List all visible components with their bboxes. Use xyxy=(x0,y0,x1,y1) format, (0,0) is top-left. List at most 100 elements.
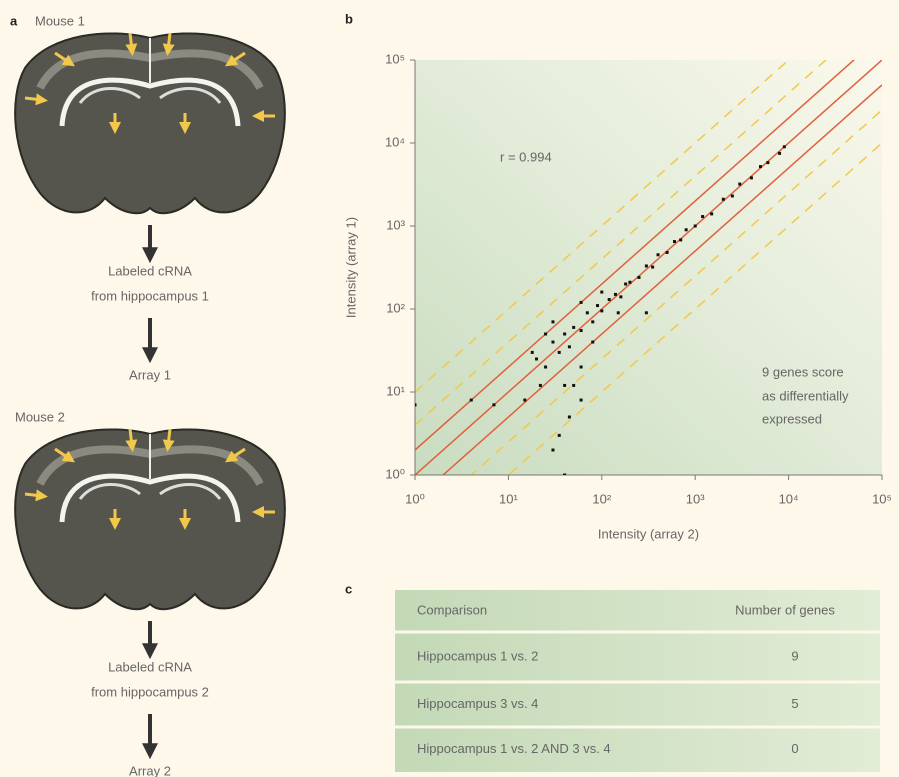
brain-section xyxy=(15,33,285,213)
y-tick-label: 10² xyxy=(386,300,405,315)
figure: a b c Mouse 1 Labeled cRNA from hippocampu… xyxy=(0,0,899,777)
point xyxy=(619,295,622,298)
point xyxy=(685,228,688,231)
point xyxy=(617,311,620,314)
point xyxy=(679,238,682,241)
panel-label: b xyxy=(345,11,353,26)
panel-label: c xyxy=(345,581,352,596)
cell: 0 xyxy=(791,741,798,756)
header-cell: Number of genes xyxy=(735,602,835,617)
point xyxy=(651,266,654,269)
point xyxy=(783,145,786,148)
arrow xyxy=(168,429,170,446)
point xyxy=(722,198,725,201)
point xyxy=(657,253,660,256)
arrow xyxy=(25,494,42,496)
cell: Hippocampus 3 vs. 4 xyxy=(417,696,538,711)
x-tick-label: 10⁵ xyxy=(872,491,892,506)
point xyxy=(608,298,611,301)
product-label: Labeled cRNA xyxy=(108,659,192,674)
point xyxy=(586,311,589,314)
y-tick-label: 10³ xyxy=(386,217,405,232)
array-label: Array 2 xyxy=(129,763,171,777)
y-tick-label: 10⁰ xyxy=(385,466,405,481)
arrow xyxy=(168,33,170,50)
point xyxy=(551,320,554,323)
cell: 5 xyxy=(791,696,798,711)
point xyxy=(750,176,753,179)
point xyxy=(778,152,781,155)
x-tick-label: 10³ xyxy=(686,491,705,506)
point xyxy=(580,301,583,304)
point xyxy=(580,366,583,369)
point xyxy=(600,309,603,312)
point xyxy=(572,384,575,387)
point xyxy=(535,357,538,360)
annotation: expressed xyxy=(762,411,822,426)
point xyxy=(759,165,762,168)
x-tick-label: 10¹ xyxy=(499,491,518,506)
point xyxy=(551,449,554,452)
point xyxy=(568,345,571,348)
arrow xyxy=(25,98,42,100)
product-label: Labeled cRNA xyxy=(108,263,192,278)
point xyxy=(628,281,631,284)
point xyxy=(591,320,594,323)
point xyxy=(738,183,741,186)
arrow xyxy=(130,33,132,50)
y-tick-label: 10⁵ xyxy=(385,51,405,66)
y-tick-label: 10⁴ xyxy=(385,134,405,149)
annotation: as differentially xyxy=(762,388,849,403)
point xyxy=(563,332,566,335)
point xyxy=(666,251,669,254)
annotation: 9 genes score xyxy=(762,364,844,379)
x-tick-label: 10⁴ xyxy=(779,491,799,506)
point xyxy=(710,212,713,215)
annotation: r = 0.994 xyxy=(500,149,552,164)
panel-label: a xyxy=(10,13,18,28)
mouse-label: Mouse 1 xyxy=(35,13,85,28)
cell: Hippocampus 1 vs. 2 xyxy=(417,648,538,663)
point xyxy=(568,415,571,418)
point xyxy=(470,399,473,402)
point xyxy=(551,341,554,344)
arrow xyxy=(130,429,132,446)
point xyxy=(563,384,566,387)
y-axis-label: Intensity (array 1) xyxy=(343,217,358,318)
point xyxy=(637,276,640,279)
point xyxy=(596,304,599,307)
point xyxy=(558,434,561,437)
brain-section xyxy=(15,429,285,609)
point xyxy=(645,311,648,314)
product-label: from hippocampus 1 xyxy=(91,288,209,303)
point xyxy=(539,384,542,387)
header-cell: Comparison xyxy=(417,602,487,617)
point xyxy=(624,283,627,286)
point xyxy=(544,366,547,369)
point xyxy=(614,293,617,296)
point xyxy=(694,225,697,228)
point xyxy=(492,403,495,406)
x-tick-label: 10² xyxy=(592,491,611,506)
point xyxy=(673,240,676,243)
point xyxy=(600,291,603,294)
x-tick-label: 10⁰ xyxy=(405,491,425,506)
point xyxy=(558,351,561,354)
mouse-label: Mouse 2 xyxy=(15,409,65,424)
point xyxy=(580,399,583,402)
point xyxy=(645,264,648,267)
y-tick-label: 10¹ xyxy=(386,383,405,398)
point xyxy=(531,351,534,354)
point xyxy=(572,326,575,329)
array-label: Array 1 xyxy=(129,367,171,382)
point xyxy=(766,161,769,164)
point xyxy=(523,399,526,402)
table: Comparison Number of genes Hippocampus 1 v… xyxy=(395,590,880,772)
point xyxy=(591,341,594,344)
point xyxy=(580,329,583,332)
cell: Hippocampus 1 vs. 2 AND 3 vs. 4 xyxy=(417,741,611,756)
product-label: from hippocampus 2 xyxy=(91,684,209,699)
point xyxy=(701,215,704,218)
point xyxy=(731,194,734,197)
x-axis-label: Intensity (array 2) xyxy=(598,526,699,541)
